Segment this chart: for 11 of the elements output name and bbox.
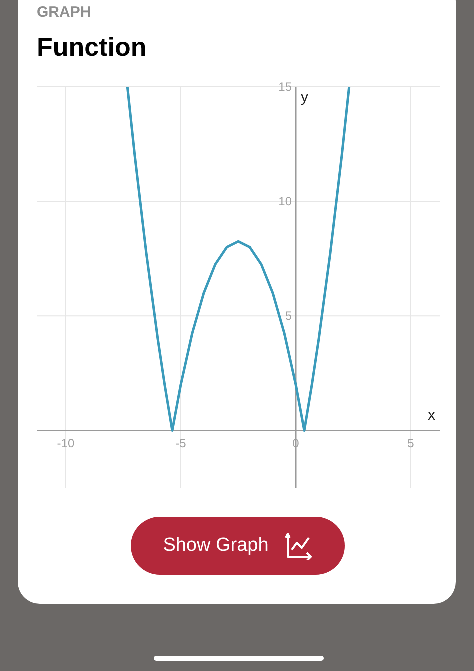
x-tick-label: -10 [57, 436, 75, 451]
y-tick-label: 10 [278, 194, 292, 209]
chart-title: Function [37, 32, 147, 63]
text: Show Graph [163, 535, 269, 557]
y-axis-title: y [301, 89, 308, 106]
chart-subtitle: GRAPH [37, 4, 92, 21]
y-tick-label: 15 [278, 80, 292, 94]
x-tick-label: -5 [176, 436, 187, 451]
x-tick-label: 5 [408, 436, 415, 451]
x-axis-title: x [428, 406, 436, 424]
y-tick-label: 5 [285, 309, 292, 324]
